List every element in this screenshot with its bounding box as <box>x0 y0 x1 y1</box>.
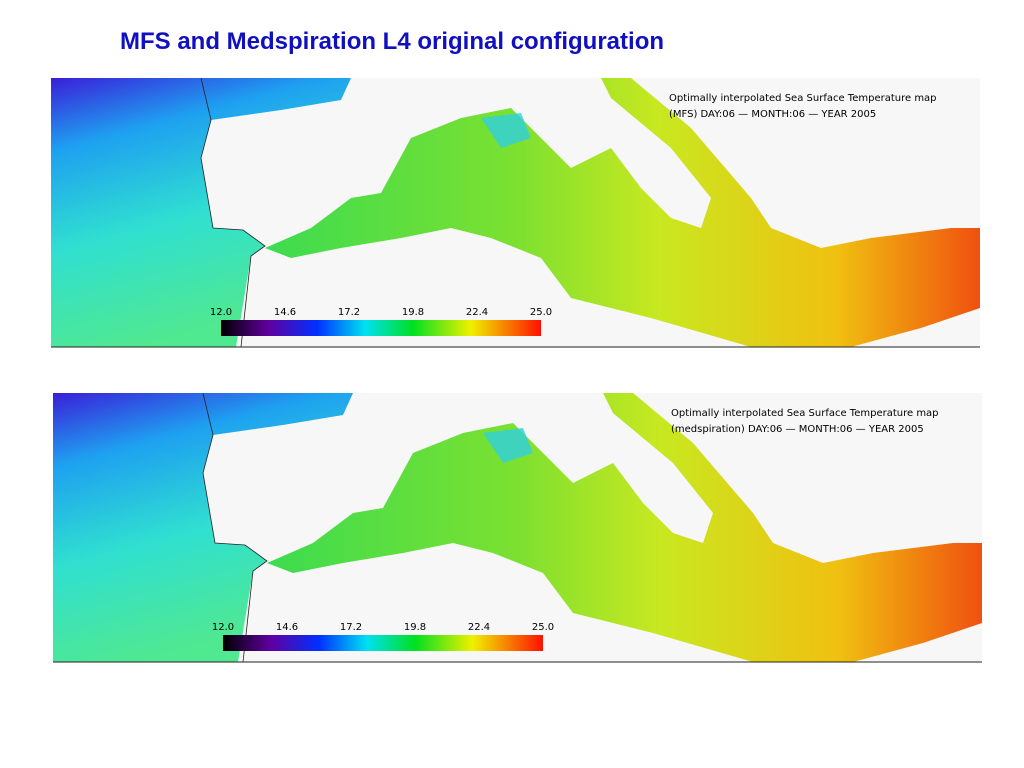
colorbar-label: 17.2 <box>338 307 360 318</box>
colorbar-label: 14.6 <box>276 622 298 633</box>
colorbar-label: 25.0 <box>532 622 554 633</box>
colorbar-label: 19.8 <box>402 307 424 318</box>
colorbar-label: 22.4 <box>468 622 490 633</box>
map-caption: Optimally interpolated Sea Surface Tempe… <box>669 93 937 104</box>
map-caption: Optimally interpolated Sea Surface Tempe… <box>671 408 939 419</box>
map-caption: (medspiration) DAY:06 — MONTH:06 — YEAR … <box>671 424 924 435</box>
map-caption: (MFS) DAY:06 — MONTH:06 — YEAR 2005 <box>669 109 876 120</box>
colorbar-label: 12.0 <box>212 622 234 633</box>
map-mfs: Optimally interpolated Sea Surface Tempe… <box>50 77 981 348</box>
colorbar-label: 12.0 <box>210 307 232 318</box>
slide-title: MFS and Medspiration L4 original configu… <box>120 28 665 55</box>
colorbar-label: 22.4 <box>466 307 488 318</box>
colorbar-label: 25.0 <box>530 307 552 318</box>
map-medspiration: Optimally interpolated Sea Surface Tempe… <box>52 392 983 663</box>
colorbar-label: 19.8 <box>404 622 426 633</box>
colorbar-label: 17.2 <box>340 622 362 633</box>
colorbar-label: 14.6 <box>274 307 296 318</box>
